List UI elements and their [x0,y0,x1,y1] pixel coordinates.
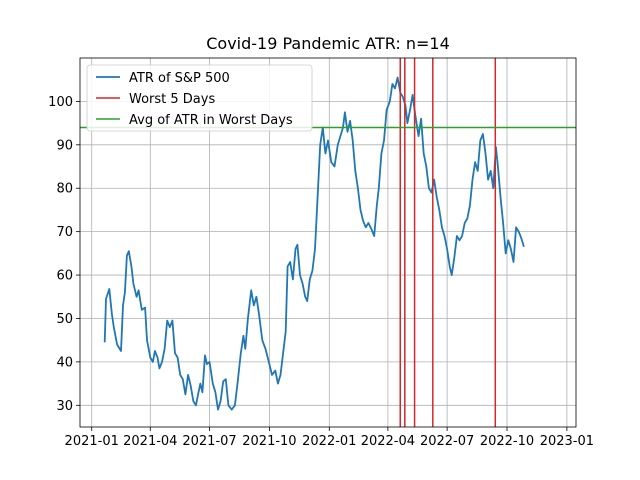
y-tick-label: 80 [56,182,73,197]
legend-label-avg: Avg of ATR in Worst Days [129,113,293,128]
y-tick-label: 90 [56,138,73,153]
x-tick-label: 2021-01 [65,434,119,449]
x-tick-label: 2022-10 [480,434,534,449]
x-tick-label: 2023-01 [540,434,594,449]
y-tick-label: 60 [56,269,73,284]
legend-box [86,64,313,132]
y-tick-label: 40 [56,355,73,370]
x-tick-label: 2021-07 [182,434,236,449]
y-tick-label: 50 [56,312,73,327]
x-tick-label: 2022-07 [420,434,474,449]
legend: ATR of S&P 500 Worst 5 Days Avg of ATR i… [86,64,313,132]
x-tick-label: 2022-04 [361,434,415,449]
x-axis: 2021-01 2021-04 2021-07 2021-10 2022-01 2022-… [65,427,594,449]
legend-label-worst: Worst 5 Days [129,92,215,107]
plot-frame [79,57,577,428]
y-tick-label: 100 [48,95,73,110]
y-tick-label: 30 [56,399,73,414]
atr-series-line [103,76,525,411]
y-axis: 30 40 50 60 70 80 90 100 [48,95,80,414]
x-tick-label: 2021-04 [123,434,177,449]
worst-days-lines [399,58,497,427]
legend-label-atr: ATR of S&P 500 [129,71,230,86]
x-tick-label: 2022-01 [302,434,356,449]
x-tick-label: 2021-10 [242,434,296,449]
chart-title: Covid-19 Pandemic ATR: n=14 [206,34,450,53]
y-tick-label: 70 [56,225,73,240]
